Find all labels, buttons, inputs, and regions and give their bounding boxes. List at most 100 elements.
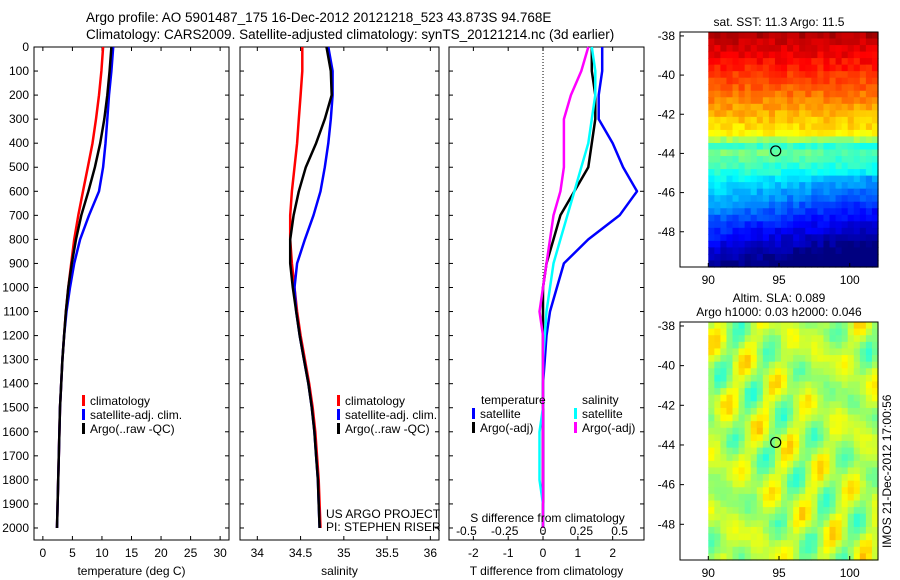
map-cell: [750, 123, 758, 131]
map-cell: [853, 156, 861, 164]
map-cell: [817, 77, 825, 85]
map-cell: [720, 388, 728, 396]
map-cell: [817, 221, 825, 229]
map-cell: [841, 520, 849, 528]
map-cell: [835, 447, 843, 455]
map-cell: [835, 77, 843, 85]
map-cell: [847, 553, 855, 561]
map-cell: [708, 260, 715, 268]
map-cell: [871, 129, 879, 138]
map-cell: [762, 533, 770, 541]
map-cell: [799, 175, 806, 183]
map-cell: [835, 214, 843, 222]
map-cell: [714, 103, 722, 111]
map-cell: [738, 162, 746, 170]
map-cell: [805, 182, 812, 190]
map-cell: [726, 407, 734, 416]
map-cell: [847, 533, 855, 541]
map-cell: [847, 467, 855, 475]
map-cell: [708, 540, 715, 548]
map-cell: [799, 407, 806, 416]
map-cell: [829, 32, 837, 40]
map-cell: [847, 474, 855, 482]
map-cell: [781, 103, 788, 111]
map-cell: [805, 507, 812, 515]
map-cell: [841, 247, 849, 255]
x-tick-label: 25: [184, 546, 198, 560]
map-cell: [841, 253, 849, 262]
map-cell: [829, 169, 837, 177]
map-cell: [805, 123, 812, 131]
map-cell: [793, 136, 800, 144]
map-cell: [847, 195, 855, 203]
map-cell: [823, 32, 831, 40]
map-cell: [787, 507, 794, 515]
map-cell: [732, 169, 740, 177]
lon-tick-label: 90: [702, 566, 716, 580]
map-cell: [781, 328, 788, 336]
map-cell: [853, 208, 861, 216]
map-cell: [787, 467, 794, 475]
map-cell: [859, 368, 867, 376]
map-cell: [859, 480, 867, 488]
map-cell: [835, 142, 843, 151]
map-cell: [823, 123, 831, 131]
map-cell: [744, 341, 752, 350]
map-cell: [708, 500, 715, 508]
map-cell: [859, 434, 867, 442]
map-cell: [738, 214, 746, 222]
map-cell: [762, 116, 770, 124]
map-cell: [708, 247, 715, 255]
depth-tick-label: 400: [9, 136, 29, 150]
map-cell: [750, 328, 758, 336]
map-cell: [774, 526, 782, 535]
map-cell: [841, 175, 849, 183]
map-cell: [853, 533, 861, 541]
map-cell: [799, 253, 806, 262]
map-cell: [853, 214, 861, 222]
map-cell: [805, 45, 812, 53]
map-cell: [859, 110, 867, 118]
map-cell: [811, 247, 818, 255]
map-cell: [793, 227, 800, 235]
map-cell: [738, 71, 746, 79]
map-cell: [726, 77, 734, 85]
map-cell: [774, 214, 782, 222]
map-cell: [817, 441, 825, 449]
map-cell: [781, 90, 788, 98]
map-cell: [738, 188, 746, 196]
map-cell: [853, 335, 861, 343]
map-cell: [853, 201, 861, 209]
map-cell: [805, 381, 812, 389]
map-cell: [750, 480, 758, 488]
map-cell: [738, 480, 746, 488]
map-cell: [768, 401, 776, 409]
map-cell: [865, 540, 873, 548]
map-cell: [799, 500, 806, 508]
map-cell: [859, 84, 867, 92]
map-cell: [823, 480, 831, 488]
s-tick-label: 0: [540, 524, 547, 538]
map-cell: [823, 322, 831, 330]
map-cell: [853, 500, 861, 508]
map-cell: [726, 394, 734, 402]
map-cell: [732, 401, 740, 409]
map-cell: [720, 500, 728, 508]
map-cell: [720, 414, 728, 422]
map-cell: [726, 188, 734, 196]
map-cell: [835, 474, 843, 482]
map-cell: [817, 500, 825, 508]
map-cell: [744, 520, 752, 528]
map-cell: [787, 355, 794, 363]
map-cell: [781, 341, 788, 350]
map-cell: [750, 64, 758, 72]
map-cell: [853, 355, 861, 363]
map-cell: [799, 45, 806, 53]
map-cell: [744, 64, 752, 72]
map-cell: [768, 500, 776, 508]
map-cell: [823, 162, 831, 170]
map-cell: [714, 394, 722, 402]
map-cell: [726, 460, 734, 469]
series-line: [538, 46, 597, 528]
map-cell: [787, 71, 794, 79]
